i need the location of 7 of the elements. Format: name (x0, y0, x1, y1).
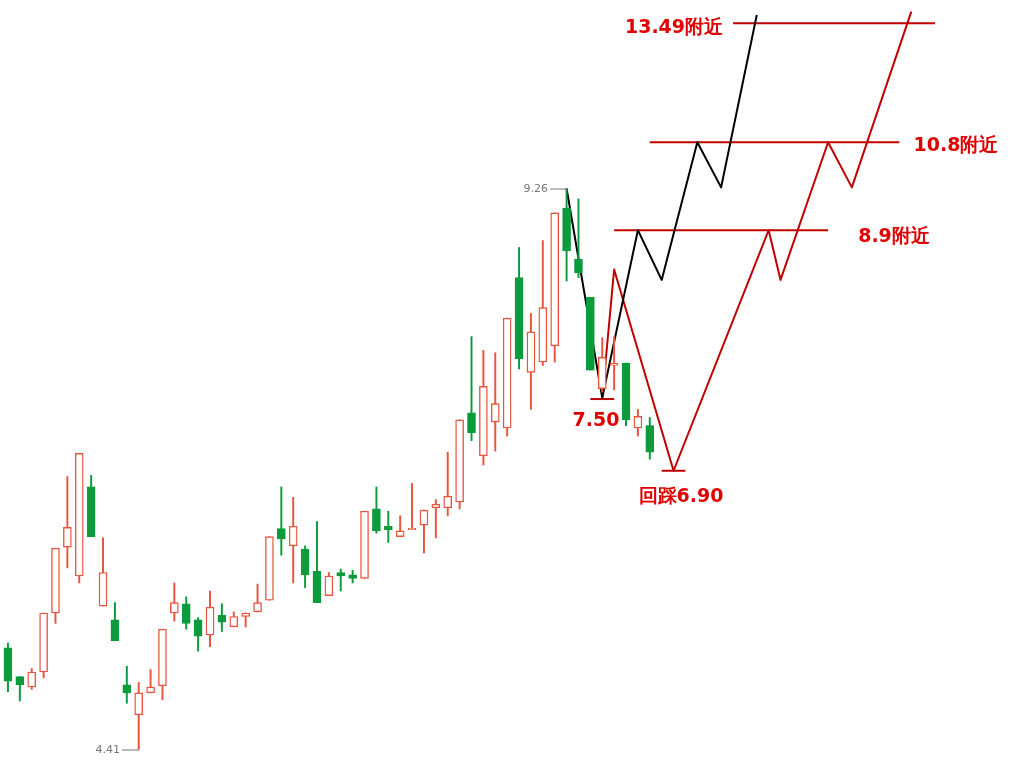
annotation: 8.9附近 (858, 223, 931, 246)
annotation: 回踩6.90 (638, 483, 724, 506)
annotation: 9.26 (523, 181, 548, 195)
annotation: 7.50 (572, 407, 620, 430)
annotation: 13.49附近 (624, 14, 725, 37)
annotation: 10.8附近 (913, 132, 1000, 155)
annotation: 4.41 (95, 742, 120, 756)
